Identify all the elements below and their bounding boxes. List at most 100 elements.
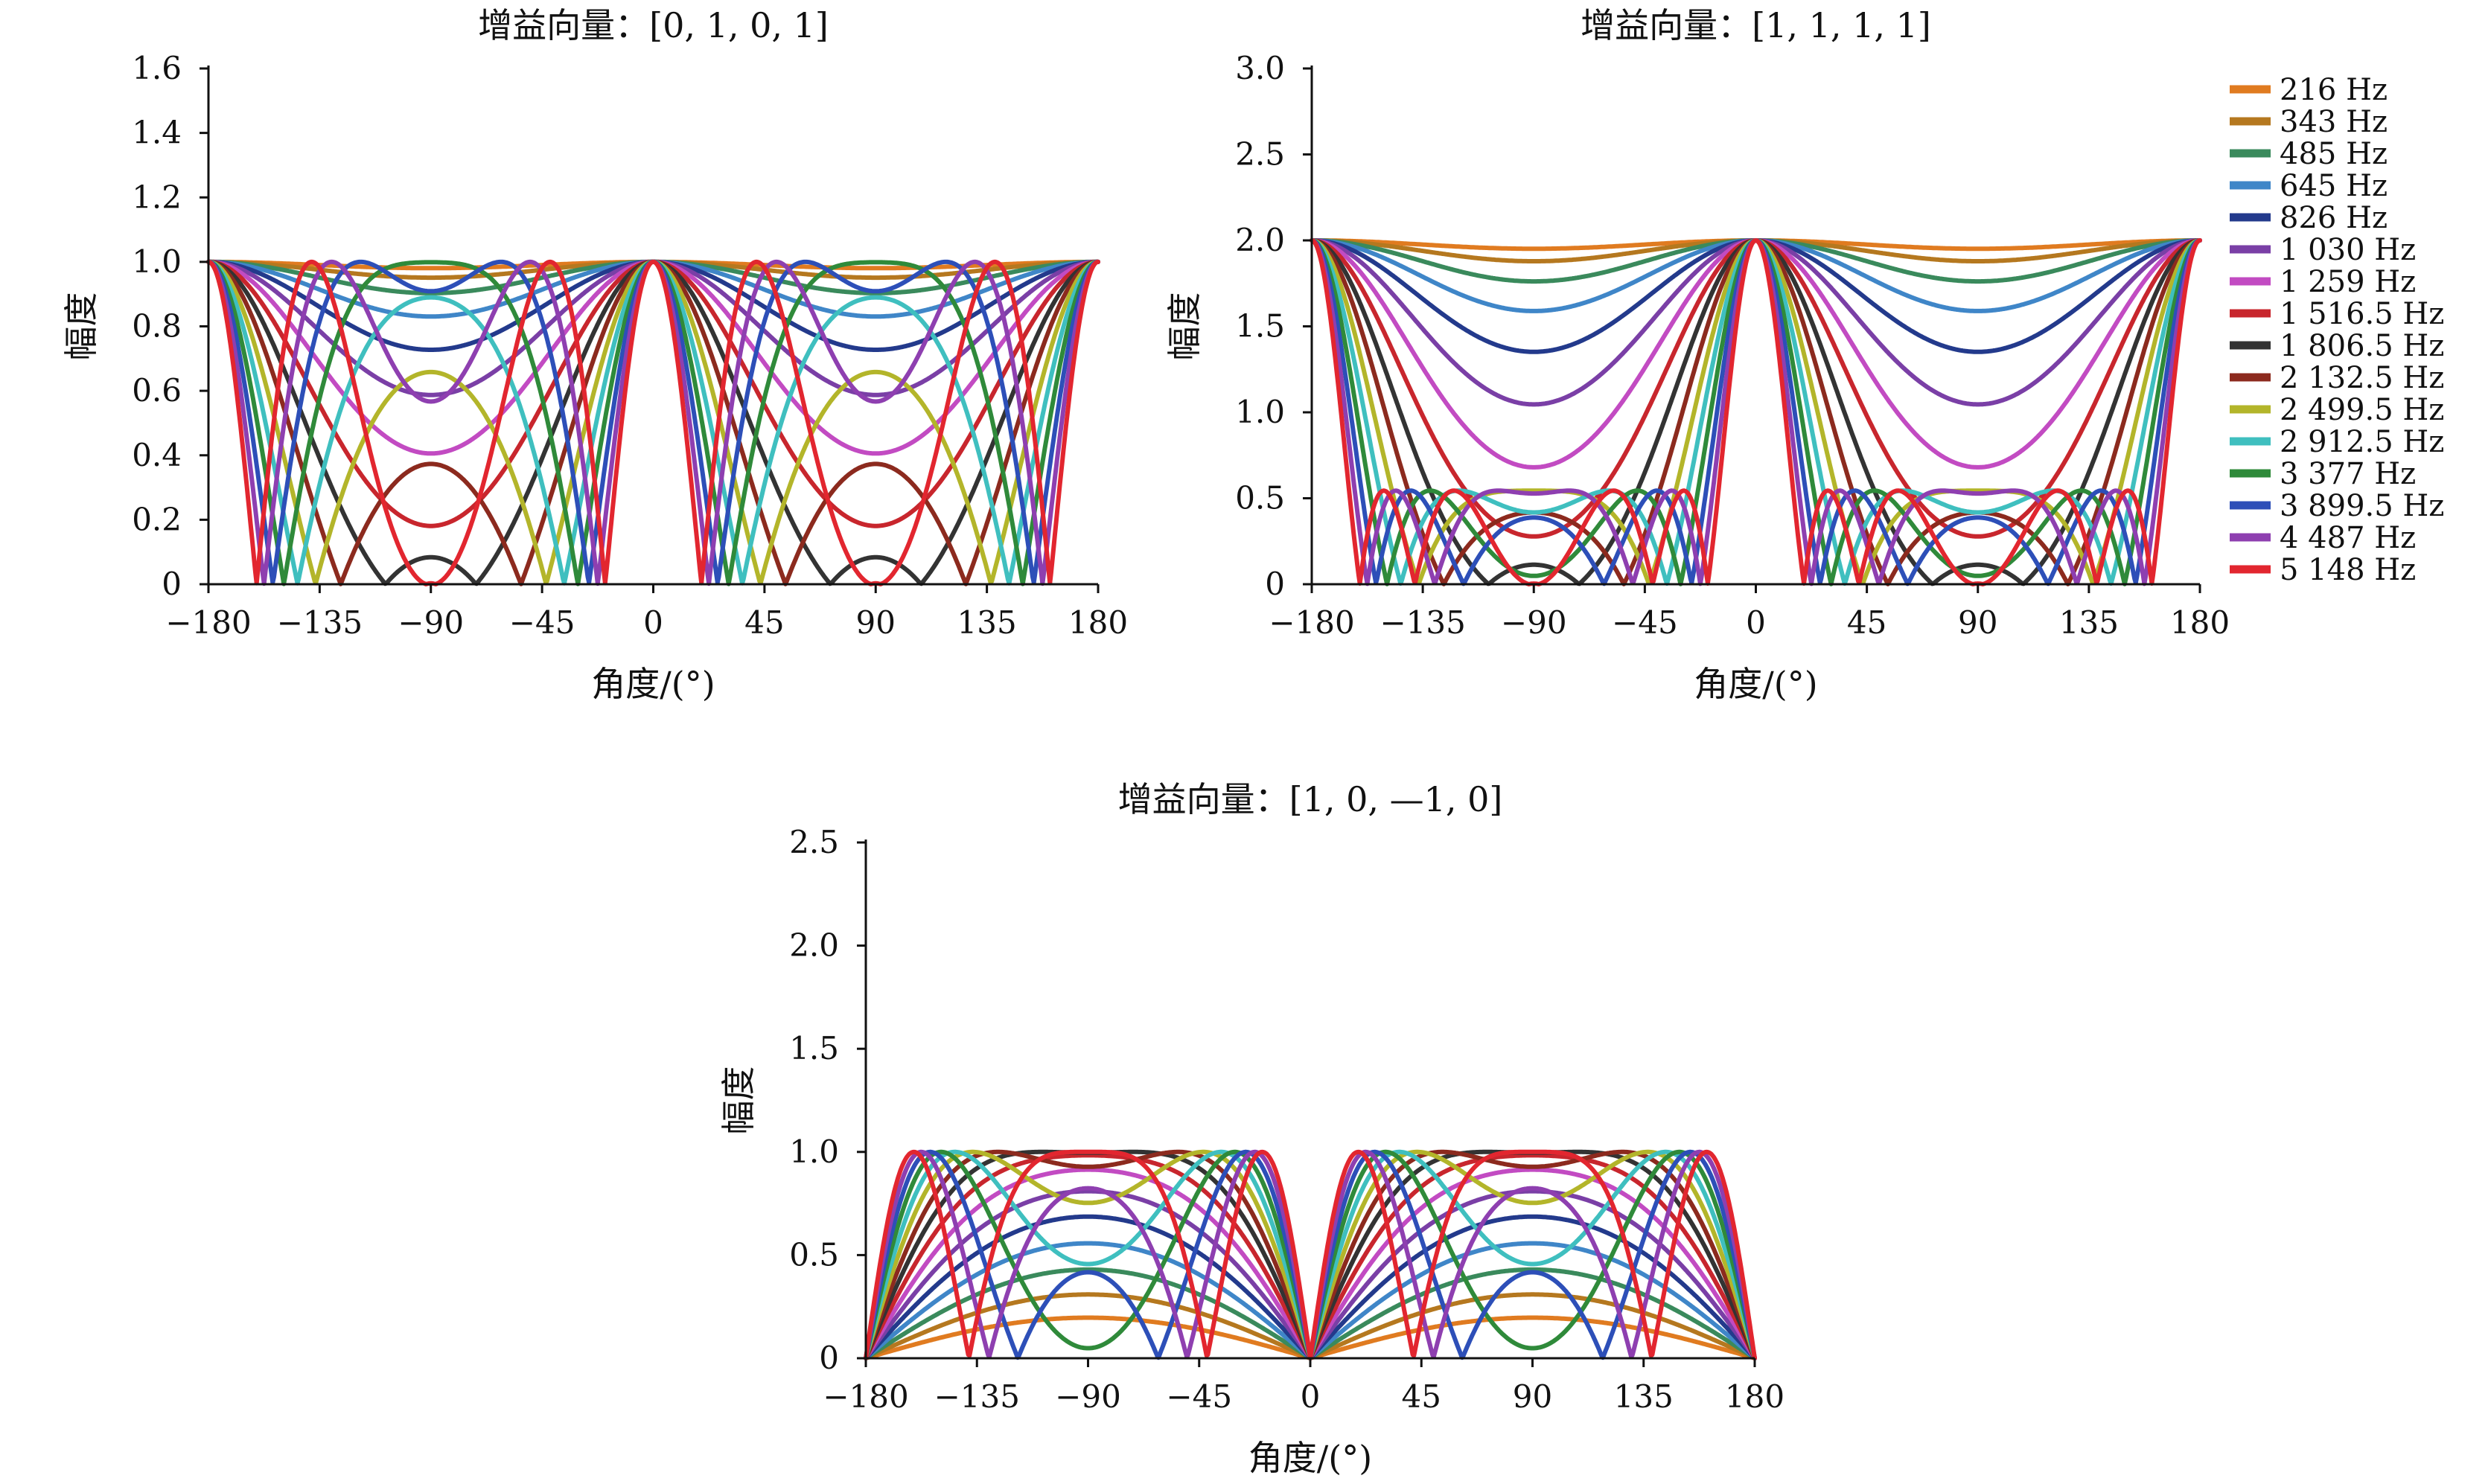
x-tick-label: 135: [957, 604, 1017, 641]
y-tick-label: 1.5: [789, 1030, 839, 1066]
series-line-15: [1310, 238, 2202, 586]
legend-label: 645 Hz: [2280, 169, 2388, 203]
chart-panel-2: −180 −135 −90 −45 0 45 90 135 180 0 0.5 1.0 1.5 2.0 2.…: [1164, 5, 2230, 704]
series-line-13: [206, 259, 1100, 586]
chart-title: 增益向量：[1, 1, 1, 1]: [1581, 5, 1931, 45]
chart-title: 增益向量：[1, 0, —1, 0]: [1118, 779, 1503, 819]
y-axis-title: 幅度: [61, 292, 101, 361]
y-axis-title: 幅度: [718, 1066, 759, 1135]
series-group: [864, 1149, 1757, 1360]
y-tick-label: 2.0: [789, 927, 839, 964]
x-tick-label: −180: [823, 1378, 908, 1415]
series-line-7: [206, 259, 1100, 456]
x-tick-label: 0: [1301, 1378, 1321, 1415]
series-group: [1310, 238, 2202, 586]
y-tick-label: 1.4: [132, 115, 182, 151]
series-line-12: [206, 259, 1100, 586]
y-tick-label: 1.6: [132, 50, 182, 86]
x-tick-label: 45: [1402, 1378, 1441, 1415]
legend-label: 3 899.5 Hz: [2280, 489, 2444, 523]
x-tick-label: −135: [277, 604, 363, 641]
series-line-16: [206, 259, 1100, 586]
x-tick-label: −45: [1612, 604, 1678, 641]
series-line-10: [206, 259, 1100, 586]
x-tick-label: −135: [1380, 604, 1465, 641]
series-line-16: [1310, 238, 2202, 586]
series-line-14: [1310, 238, 2202, 586]
y-tick-label: 2.5: [789, 824, 839, 860]
x-tick-label: 90: [856, 604, 896, 641]
y-tick-label: 0.8: [132, 308, 182, 345]
x-axis-title: 角度/(°): [591, 664, 715, 704]
y-tick-label: 1.2: [132, 179, 182, 215]
series-line-10: [1310, 238, 2202, 586]
series-line-15: [206, 259, 1100, 586]
series-line-2: [1310, 238, 2202, 263]
x-tick-label: 45: [744, 604, 784, 641]
x-tick-label: −180: [165, 604, 251, 641]
x-tick-label: −45: [509, 604, 575, 641]
series-line-11: [206, 259, 1100, 585]
y-tick-label: 0: [819, 1340, 839, 1376]
series-line-4: [1310, 238, 2202, 313]
y-tick-label: 0.5: [789, 1236, 839, 1273]
legend-label: 826 Hz: [2280, 201, 2388, 235]
legend-label: 3 377 Hz: [2280, 457, 2416, 491]
x-tick-label: −90: [1055, 1378, 1121, 1415]
series-line-6: [1310, 238, 2202, 407]
x-tick-label: 135: [1614, 1378, 1674, 1415]
y-tick-label: 0.2: [132, 501, 182, 537]
y-tick-label: 2.0: [1235, 222, 1285, 258]
series-line-6: [864, 1189, 1757, 1360]
legend-label: 5 148 Hz: [2280, 553, 2416, 587]
x-tick-label: 90: [1513, 1378, 1552, 1415]
y-tick-label: 1.0: [132, 243, 182, 280]
legend-label: 1 259 Hz: [2280, 265, 2416, 299]
x-tick-label: 180: [1068, 604, 1128, 641]
chart-title: 增益向量：[0, 1, 0, 1]: [478, 5, 829, 45]
series-line-9: [206, 259, 1100, 586]
series-line-9: [1310, 238, 2202, 586]
x-tick-label: −135: [934, 1378, 1020, 1415]
y-tick-label: 0.6: [132, 372, 182, 409]
legend-label: 2 132.5 Hz: [2280, 361, 2444, 395]
legend-label: 216 Hz: [2280, 73, 2388, 107]
x-tick-label: 0: [1746, 604, 1766, 641]
series-line-14: [206, 259, 1100, 585]
chart-panel-1: −180 −135 −90 −45 0 45 90 135 180 0 0.2 0.4 0.6 0.8 1.…: [61, 5, 1128, 704]
x-axis-title: 角度/(°): [1248, 1438, 1372, 1478]
y-tick-label: 0.5: [1235, 480, 1285, 516]
y-tick-label: 1.0: [789, 1133, 839, 1170]
x-tick-label: 45: [1847, 604, 1886, 641]
series-line-11: [1310, 238, 2202, 586]
y-tick-label: 1.5: [1235, 308, 1285, 345]
x-tick-label: 135: [2059, 604, 2119, 641]
series-line-5: [1310, 238, 2202, 354]
y-tick-label: 2.5: [1235, 136, 1285, 173]
legend-label: 343 Hz: [2280, 105, 2388, 139]
y-tick-label: 3.0: [1235, 50, 1285, 86]
x-tick-label: 90: [1958, 604, 1997, 641]
y-tick-label: 1.0: [1235, 394, 1285, 430]
series-line-13: [1310, 238, 2202, 586]
x-tick-label: −45: [1166, 1378, 1232, 1415]
series-line-12: [1310, 238, 2202, 586]
legend-label: 1 516.5 Hz: [2280, 297, 2444, 331]
chart-panel-3: −180 −135 −90 −45 0 45 90 135 180 0 0.5 1.0 1.5 2.0 2.…: [718, 779, 1784, 1478]
legend-label: 485 Hz: [2280, 137, 2388, 171]
legend-label: 4 487 Hz: [2280, 521, 2416, 555]
y-axis-title: 幅度: [1164, 292, 1205, 361]
x-tick-label: 0: [643, 604, 663, 641]
x-axis-title: 角度/(°): [1694, 664, 1817, 704]
legend-label: 2 499.5 Hz: [2280, 393, 2444, 427]
y-tick-label: 0: [162, 566, 182, 602]
x-tick-label: 180: [2170, 604, 2230, 641]
legend-label: 1 806.5 Hz: [2280, 329, 2444, 363]
x-tick-label: −90: [1501, 604, 1567, 641]
x-tick-label: −180: [1269, 604, 1354, 641]
series-line-15: [864, 1149, 1757, 1360]
series-group: [206, 259, 1100, 586]
legend-label: 2 912.5 Hz: [2280, 425, 2444, 459]
